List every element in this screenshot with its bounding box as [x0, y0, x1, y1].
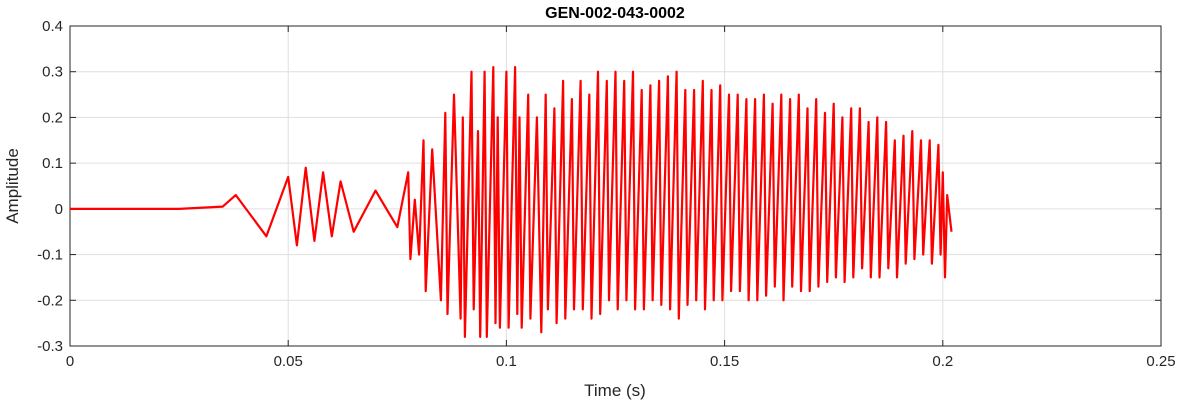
y-tick-label: 0.2 — [42, 109, 63, 126]
series-group — [70, 65, 953, 338]
chart-title: GEN-002-043-0002 — [545, 5, 685, 22]
y-tick-label: 0.3 — [42, 64, 63, 81]
plot-frame — [69, 25, 1162, 347]
x-tick-label: 0.1 — [496, 353, 517, 370]
x-tick-label: 0.2 — [932, 353, 953, 370]
x-axis-label: Time (s) — [584, 381, 646, 400]
x-tick-label: 0.15 — [710, 353, 739, 370]
x-tick-label: 0.05 — [274, 353, 303, 370]
x-tick-label: 0 — [66, 353, 74, 370]
y-tick-label: 0 — [55, 201, 63, 218]
y-tick-label: -0.3 — [37, 338, 63, 355]
y-tick-label: 0.4 — [42, 18, 63, 35]
y-tick-label: -0.1 — [37, 247, 63, 264]
y-tick-label: -0.2 — [37, 292, 63, 309]
x-axis-ticks: 0 0.05 0.1 0.15 0.2 0.25 — [66, 26, 1176, 370]
waveform-series-line — [70, 65, 953, 338]
y-tick-label: 0.1 — [42, 155, 63, 172]
y-axis-label: Amplitude — [3, 148, 22, 224]
y-axis-ticks: -0.3 -0.2 -0.1 0 0.1 0.2 0.3 0.4 — [37, 18, 1161, 355]
x-tick-label: 0.25 — [1146, 353, 1175, 370]
